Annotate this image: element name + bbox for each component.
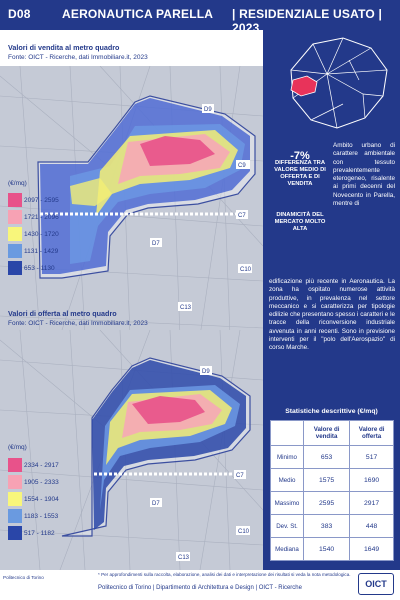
district-code: D08 [8, 7, 31, 21]
zone-label: D9 [204, 107, 212, 113]
table-row: Mediana 1540 1649 [270, 537, 394, 561]
zone-label: C7 [236, 473, 244, 479]
info-column: -7% DIFFERENZA TRA VALORE MEDIO DI OFFER… [263, 30, 400, 570]
footer: Politecnico di Torino * Per approfondime… [0, 570, 400, 600]
difference-label: DIFFERENZA TRA VALORE MEDIO DI OFFERTA E… [274, 160, 326, 187]
zone-label: C9 [238, 163, 246, 169]
zone-label: C10 [240, 267, 252, 273]
legend-label: 517 - 1182 [24, 530, 55, 537]
offer-value: 2917 [349, 491, 394, 515]
table-row: Dev. St. 383 448 [270, 514, 394, 538]
legend-swatch [8, 526, 22, 540]
legend-swatch [8, 492, 22, 506]
description-paragraph-b: edificazione più recente in Aeronautica.… [269, 278, 395, 352]
legend-label: 2097 - 2595 [24, 197, 59, 204]
table-header-cell: Valore di offerta [349, 420, 394, 446]
stats-table: Valore di vendita Valore di offerta Mini… [270, 420, 394, 561]
legend-label: 653 - 1130 [24, 265, 55, 272]
sale-legend-unit: (€/mq) [8, 180, 27, 187]
legend-label: 1554 - 1904 [24, 496, 59, 503]
zone-label: C10 [238, 529, 250, 535]
sale-value: 1575 [302, 468, 351, 492]
legend-swatch [8, 261, 22, 275]
header-bar: D08 AERONAUTICA PARELLA | RESIDENZIALE U… [0, 0, 400, 35]
difference-value: -7% [290, 150, 310, 162]
sale-value: 383 [302, 514, 351, 538]
legend-label: 1131 - 1429 [24, 248, 59, 255]
sale-value: 1540 [302, 537, 351, 561]
zone-label: C13 [180, 305, 192, 311]
legend-swatch [8, 475, 22, 489]
legend-label: 2334 - 2917 [24, 462, 59, 469]
maps-column: Valori di vendita al metro quadro Fonte:… [0, 30, 263, 570]
zone-label: D9 [202, 369, 210, 375]
row-label: Massimo [270, 491, 304, 515]
sale-value: 653 [302, 445, 351, 469]
legend-label: 1430 - 1720 [24, 231, 59, 238]
legend-swatch [8, 193, 22, 207]
table-row: Medio 1575 1690 [270, 468, 394, 492]
district-name: AERONAUTICA PARELLA [62, 7, 214, 21]
legend-label: 1905 - 2333 [24, 479, 59, 486]
offer-legend-unit: (€/mq) [8, 444, 27, 451]
table-header-cell: Valore di vendita [302, 420, 351, 446]
sale-map-source: Fonte: OICT - Ricerche, dati Immobiliare… [8, 54, 148, 61]
offer-map-title: Valori di offerta al metro quadro [8, 309, 117, 318]
stats-title: Statistiche descrittive (€/mq) [285, 408, 378, 415]
legend-label: 1721 - 2096 [24, 214, 59, 221]
table-row: Massimo 2595 2917 [270, 491, 394, 515]
zone-label: D7 [152, 501, 160, 507]
market-dynamism-label: DINAMICITÀ DEL MERCATO MOLTO ALTA [274, 212, 326, 232]
table-header-cell [270, 420, 304, 446]
description-paragraph-a: Ambito urbano di carattere ambientale co… [333, 142, 395, 208]
zone-label: D7 [152, 241, 160, 247]
offer-map-source: Fonte: OICT - Ricerche, dati Immobiliare… [8, 320, 148, 327]
legend-label: 1183 - 1553 [24, 513, 59, 520]
legend-swatch [8, 210, 22, 224]
row-label: Dev. St. [270, 514, 304, 538]
sale-heat-map: D9 C7 D7 C13 C9 C10 [0, 66, 263, 336]
offer-value: 1649 [349, 537, 394, 561]
polito-logo-text: Politecnico di Torino [3, 575, 44, 580]
legend-swatch [8, 244, 22, 258]
footer-credits: Politecnico di Torino | Dipartimento di … [98, 585, 302, 591]
table-row: Minimo 653 517 [270, 445, 394, 469]
legend-swatch [8, 509, 22, 523]
methodology-note: * Per approfondimenti sulla raccolta, el… [98, 572, 351, 577]
offer-value: 1690 [349, 468, 394, 492]
legend-swatch [8, 227, 22, 241]
offer-value: 448 [349, 514, 394, 538]
oict-logo: OICT [358, 573, 394, 595]
zone-label: C13 [178, 555, 190, 561]
sale-map-title: Valori di vendita al metro quadro [8, 43, 120, 52]
sale-value: 2595 [302, 491, 351, 515]
offer-value: 517 [349, 445, 394, 469]
offer-heat-map: D9 C7 D7 C13 C10 [0, 330, 263, 570]
row-label: Mediana [270, 537, 304, 561]
table-header-row: Valore di vendita Valore di offerta [270, 420, 394, 446]
legend-swatch [8, 458, 22, 472]
zone-label: C7 [238, 213, 246, 219]
row-label: Minimo [270, 445, 304, 469]
city-locator-map [290, 37, 388, 129]
row-label: Medio [270, 468, 304, 492]
polito-logo: Politecnico di Torino [3, 575, 44, 580]
